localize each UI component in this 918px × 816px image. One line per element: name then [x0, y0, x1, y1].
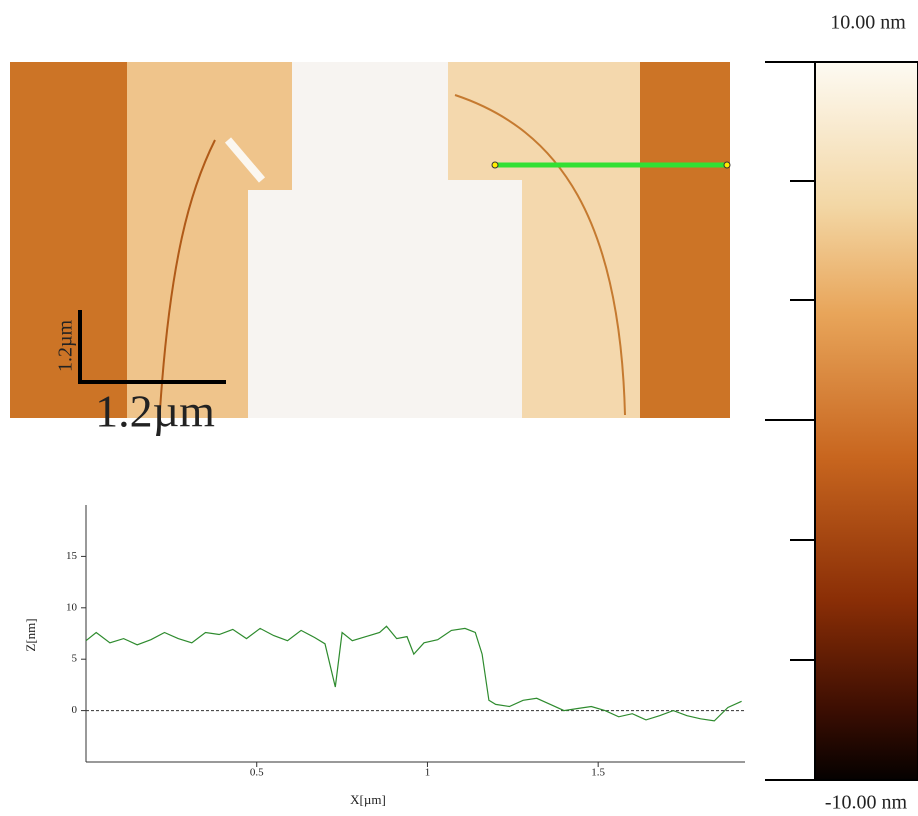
scale-label: 1.2µm: [95, 386, 215, 437]
y-tick-label: 0: [72, 704, 78, 716]
y-axis-label: Z[nm]: [23, 618, 38, 651]
x-axis-label: X[µm]: [350, 792, 386, 807]
x-tick-label: 1: [425, 767, 431, 779]
y-tick-label: 10: [66, 601, 78, 613]
x-tick-label: 0.5: [250, 767, 264, 779]
profile-line: [85, 625, 742, 722]
colorbar-min: -10.00 nm: [825, 792, 908, 814]
y-tick-label: 15: [66, 550, 78, 562]
y-tick-label: 5: [72, 653, 78, 665]
x-tick-label: 1.5: [591, 767, 605, 779]
colorbar-max: 10.00 nm: [830, 12, 906, 34]
colorbar: 10.00 nm -10.00 nm: [765, 12, 918, 814]
afm-image: 1.2µm 1.2µm: [10, 62, 731, 437]
scale-label-vertical: 1.2µm: [55, 320, 77, 373]
